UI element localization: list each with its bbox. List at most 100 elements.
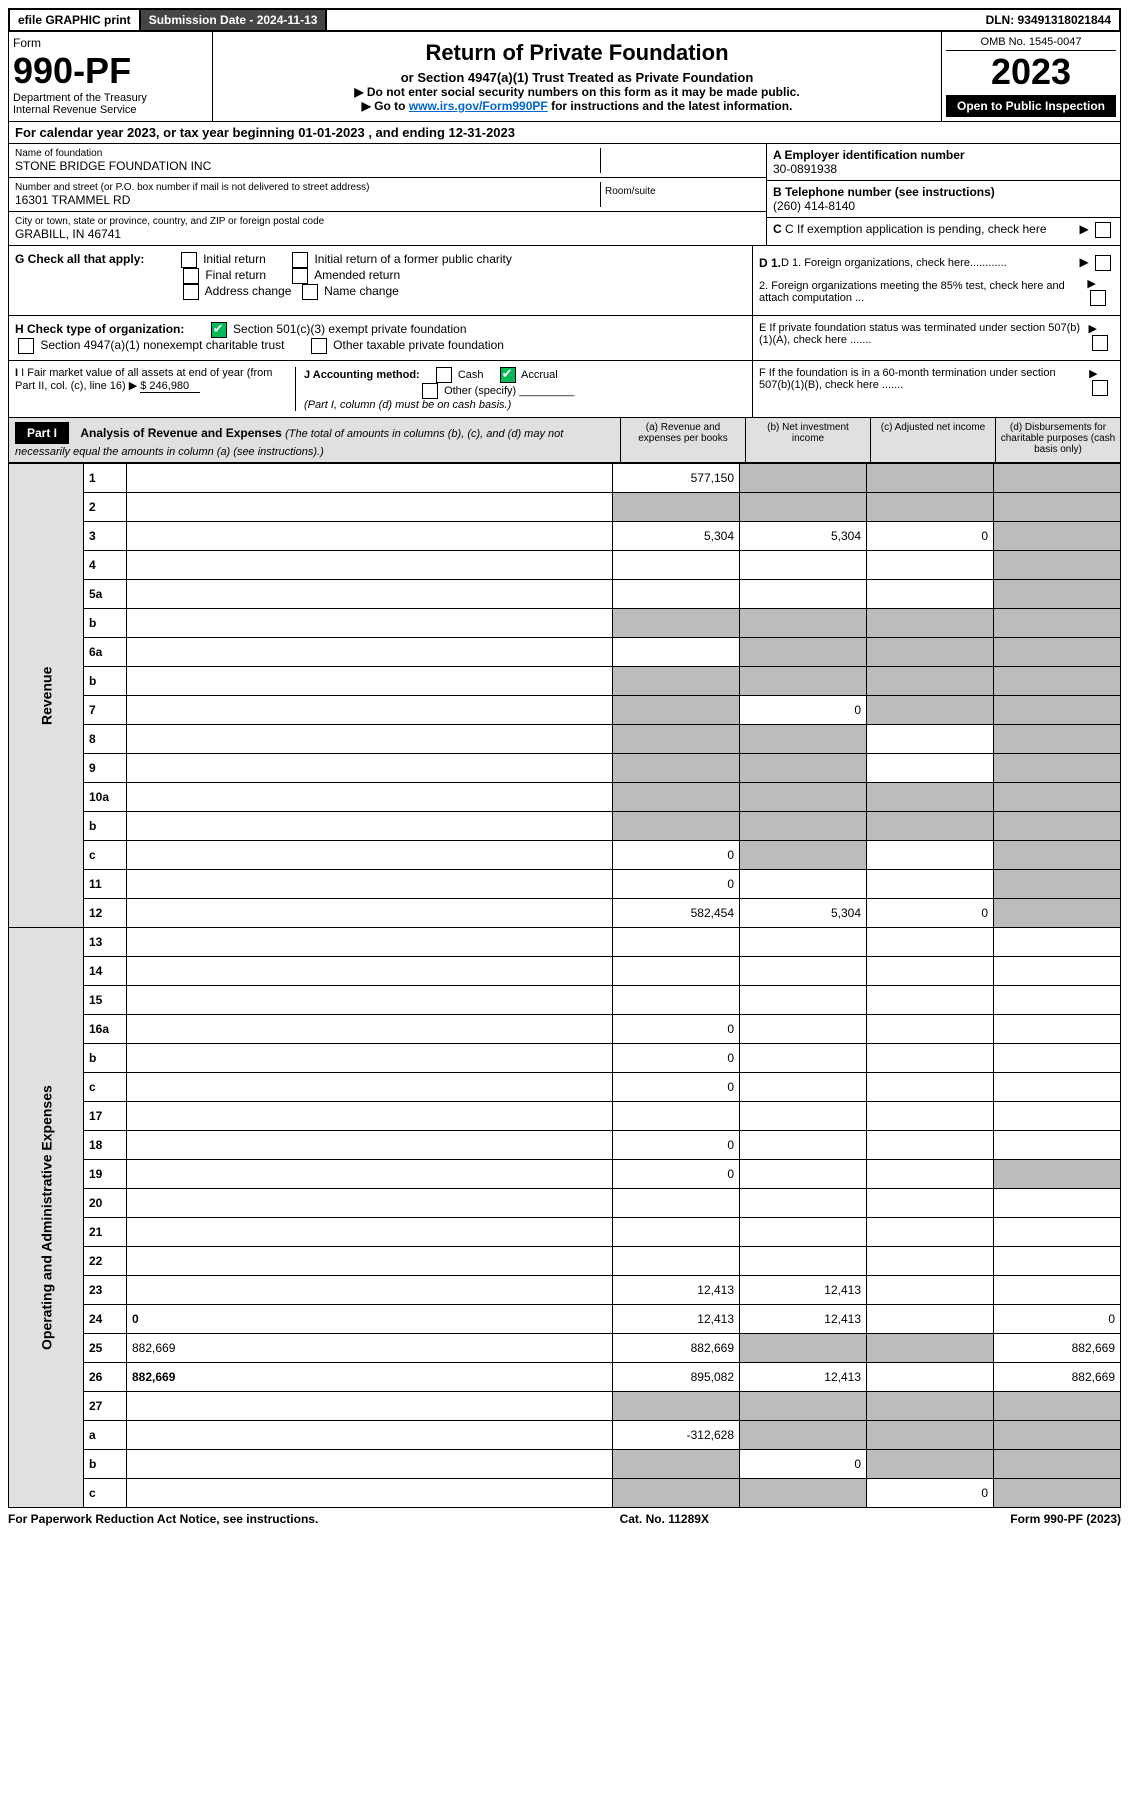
check-address-change[interactable] (183, 284, 199, 300)
form-number: 990-PF (13, 50, 208, 92)
line-number: 8 (84, 725, 127, 754)
cell-b (740, 1131, 867, 1160)
open-public-badge: Open to Public Inspection (946, 95, 1116, 117)
line-description (127, 464, 613, 493)
line-number: c (84, 841, 127, 870)
line-number: 18 (84, 1131, 127, 1160)
cell-c (867, 841, 994, 870)
check-accrual[interactable] (500, 367, 516, 383)
line-number: 10a (84, 783, 127, 812)
table-row: 17 (9, 1102, 1121, 1131)
line-description (127, 870, 613, 899)
cell-a (613, 551, 740, 580)
check-e[interactable] (1092, 335, 1108, 351)
check-4947[interactable] (18, 338, 34, 354)
side-expenses: Operating and Administrative Expenses (9, 928, 84, 1508)
check-amended[interactable] (292, 268, 308, 284)
cell-c: 0 (867, 522, 994, 551)
cell-b (740, 1160, 867, 1189)
cell-a: 0 (613, 1044, 740, 1073)
table-row: Operating and Administrative Expenses13 (9, 928, 1121, 957)
table-row: 10a (9, 783, 1121, 812)
cell-a: 0 (613, 1160, 740, 1189)
line-number: b (84, 667, 127, 696)
table-row: 16a0 (9, 1015, 1121, 1044)
check-d2[interactable] (1090, 290, 1106, 306)
check-d1[interactable] (1095, 255, 1111, 271)
check-final-return[interactable] (183, 268, 199, 284)
cell-c (867, 551, 994, 580)
table-row: 180 (9, 1131, 1121, 1160)
col-d-header: (d) Disbursements for charitable purpose… (995, 418, 1120, 462)
form-word: Form (13, 36, 208, 50)
line-description (127, 986, 613, 1015)
cell-c (867, 696, 994, 725)
cell-b (740, 754, 867, 783)
line-number: 3 (84, 522, 127, 551)
fmv-value: $ 246,980 (140, 380, 200, 393)
cell-d (994, 1392, 1121, 1421)
note-ssn: ▶ Do not enter social security numbers o… (217, 85, 937, 99)
cell-d (994, 638, 1121, 667)
cell-c (867, 1363, 994, 1392)
cell-b (740, 1189, 867, 1218)
cell-a (613, 1247, 740, 1276)
cell-d (994, 696, 1121, 725)
cell-c (867, 1334, 994, 1363)
line-number: 26 (84, 1363, 127, 1392)
line-number: b (84, 1450, 127, 1479)
line-number: b (84, 812, 127, 841)
table-row: 110 (9, 870, 1121, 899)
line-number: 7 (84, 696, 127, 725)
cell-b: 0 (740, 1450, 867, 1479)
section-ij-f: I I Fair market value of all assets at e… (8, 361, 1121, 418)
h-label: H Check type of organization: (15, 322, 184, 336)
check-c[interactable] (1095, 222, 1111, 238)
cell-b: 0 (740, 696, 867, 725)
cell-c (867, 1305, 994, 1334)
table-row: 21 (9, 1218, 1121, 1247)
cell-a (613, 986, 740, 1015)
line-description (127, 1015, 613, 1044)
check-501c3[interactable] (211, 322, 227, 338)
table-row: 15 (9, 986, 1121, 1015)
check-name-change[interactable] (302, 284, 318, 300)
table-row: c0 (9, 841, 1121, 870)
line-description (127, 580, 613, 609)
check-other-taxable[interactable] (311, 338, 327, 354)
cell-a (613, 580, 740, 609)
dln: DLN: 93491318021844 (978, 10, 1119, 30)
section-h-e: H Check type of organization: Section 50… (8, 316, 1121, 361)
g-label: G Check all that apply: (15, 252, 144, 266)
cell-a: 0 (613, 1015, 740, 1044)
cell-a: 12,413 (613, 1305, 740, 1334)
cell-a (613, 957, 740, 986)
check-initial-former[interactable] (292, 252, 308, 268)
cell-a (613, 1102, 740, 1131)
top-bar: efile GRAPHIC print Submission Date - 20… (8, 8, 1121, 32)
cell-c (867, 812, 994, 841)
line-description (127, 1392, 613, 1421)
cell-a: 577,150 (613, 464, 740, 493)
cell-a (613, 667, 740, 696)
line-number: 1 (84, 464, 127, 493)
check-initial-return[interactable] (181, 252, 197, 268)
cell-b (740, 1334, 867, 1363)
line-description (127, 1421, 613, 1450)
cell-c (867, 1073, 994, 1102)
irs-link[interactable]: www.irs.gov/Form990PF (409, 99, 548, 113)
note-goto: ▶ Go to www.irs.gov/Form990PF for instru… (217, 99, 937, 113)
section-g-d: G Check all that apply: Initial return I… (8, 246, 1121, 316)
table-row: 70 (9, 696, 1121, 725)
check-f[interactable] (1092, 380, 1108, 396)
line-description: 882,669 (127, 1334, 613, 1363)
phone-value: (260) 414-8140 (773, 199, 1114, 213)
line-description (127, 783, 613, 812)
city-state-zip: GRABILL, IN 46741 (15, 227, 760, 241)
cell-c (867, 1131, 994, 1160)
check-other-method[interactable] (422, 383, 438, 399)
table-row: b0 (9, 1044, 1121, 1073)
cell-b (740, 667, 867, 696)
line-number: 4 (84, 551, 127, 580)
check-cash[interactable] (436, 367, 452, 383)
